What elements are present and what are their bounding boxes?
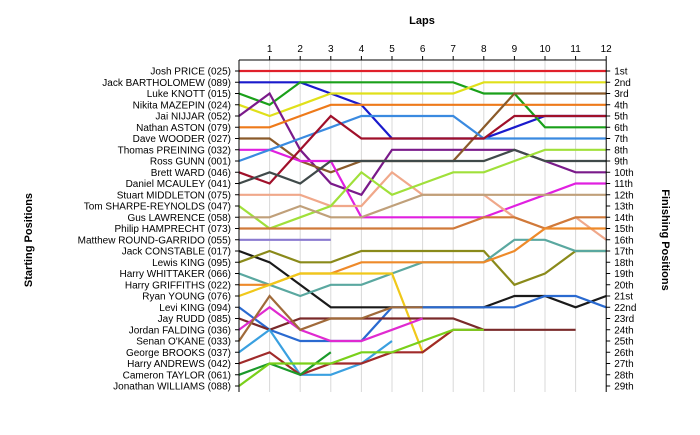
finishing-position-label: 9th — [614, 157, 628, 168]
lap-label: 11 — [570, 44, 581, 55]
lap-label: 8 — [481, 44, 487, 55]
lap-label: 10 — [539, 44, 551, 55]
starting-driver-label: Dave WOODER (027) — [133, 134, 231, 145]
starting-driver-label: Jai NIJJAR (052) — [155, 112, 231, 123]
starting-driver-label: Jordan FALDING (036) — [129, 325, 231, 336]
finishing-position-label: 25th — [614, 337, 633, 348]
series-line-26 — [238, 328, 393, 376]
series-line-10 — [238, 114, 607, 185]
x-axis-title: Laps — [409, 15, 435, 27]
starting-driver-label: Senan O'KANE (033) — [136, 337, 231, 348]
finishing-position-label: 17th — [614, 247, 633, 258]
finishing-position-label: 10th — [614, 168, 633, 179]
finishing-position-label: 21st — [614, 292, 633, 303]
lap-label: 4 — [359, 44, 365, 55]
finishing-position-label: 1st — [614, 67, 628, 78]
finishing-position-label: 5th — [614, 112, 628, 123]
finishing-position-label: 19th — [614, 269, 633, 280]
lap-label: 5 — [389, 44, 395, 55]
series-line-25 — [238, 294, 423, 342]
lap-label: 1 — [267, 44, 273, 55]
lap-label: 3 — [328, 44, 334, 55]
finishing-position-label: 3rd — [614, 89, 628, 100]
lap-label: 7 — [450, 44, 456, 55]
right-axis-title: Finishing Positions — [659, 189, 671, 290]
series-lines — [238, 69, 607, 387]
finishing-position-label: 26th — [614, 348, 633, 359]
finishing-position-label: 4th — [614, 100, 628, 111]
series-line-27 — [238, 328, 484, 377]
series-line-24 — [238, 305, 423, 343]
starting-driver-label: Jack CONSTABLE (017) — [122, 247, 231, 258]
starting-driver-label: Ross GUNN (001) — [150, 157, 231, 168]
starting-driver-label: Philip HAMPRECHT (073) — [114, 224, 231, 235]
starting-driver-label: Stuart MIDDLETON (075) — [117, 190, 231, 201]
starting-driver-label: Jonathan WILLIAMS (088) — [113, 382, 231, 393]
lap-label: 6 — [420, 44, 426, 55]
starting-driver-label: Levi KING (094) — [159, 303, 231, 314]
starting-driver-label: George BROOKS (037) — [126, 348, 231, 359]
series-line-14 — [239, 193, 607, 219]
starting-driver-label: Tom SHARPE-REYNOLDS (047) — [84, 202, 231, 213]
starting-driver-label: Josh PRICE (025) — [150, 67, 231, 78]
series-line-11 — [238, 148, 607, 185]
starting-driver-label: Harry ANDREWS (042) — [127, 359, 231, 370]
finishing-position-label: 22nd — [614, 303, 636, 314]
lap-label: 12 — [601, 44, 613, 55]
finishing-position-label: 23rd — [614, 314, 634, 325]
finishing-position-label: 24th — [614, 325, 633, 336]
starting-driver-label: Lewis KING (095) — [152, 258, 231, 269]
series-line-9 — [238, 114, 607, 163]
left-axis-title: Starting Positions — [23, 193, 35, 287]
starting-driver-labels: Josh PRICE (025)Jack BARTHOLOMEW (089)Lu… — [78, 67, 231, 393]
starting-driver-label: Brett WARD (046) — [151, 168, 231, 179]
starting-driver-label: Thomas PREINING (032) — [118, 145, 231, 156]
finishing-position-label: 8th — [614, 145, 628, 156]
series-line-29 — [238, 328, 484, 387]
starting-driver-label: Gus LAWRENCE (058) — [127, 213, 231, 224]
lap-tick-labels: 1 2 3 4 5 6 7 8 9 10 11 12 — [267, 44, 612, 55]
starting-driver-label: Nikita MAZEPIN (024) — [133, 100, 231, 111]
finishing-position-label: 2nd — [614, 78, 631, 89]
finishing-position-label: 16th — [614, 235, 633, 246]
starting-driver-label: Harry WHITTAKER (066) — [120, 269, 232, 280]
starting-driver-label: Nathan ASTON (079) — [136, 123, 231, 134]
series-line-23 — [238, 317, 576, 331]
lap-label: 9 — [512, 44, 518, 55]
finishing-position-label: 13th — [614, 202, 633, 213]
starting-driver-label: Daniel MCAULEY (041) — [126, 179, 231, 190]
starting-driver-label: Cameron TAYLOR (061) — [123, 370, 231, 381]
finishing-position-label: 11th — [614, 179, 633, 190]
starting-driver-label: Ryan YOUNG (076) — [142, 292, 231, 303]
starting-driver-label: Harry GRIFFITHS (022) — [125, 280, 231, 291]
starting-driver-label: Jay RUDD (085) — [158, 314, 231, 325]
lap-label: 2 — [297, 44, 303, 55]
starting-driver-label: Luke KNOTT (015) — [147, 89, 231, 100]
finishing-position-label: 14th — [614, 213, 633, 224]
finishing-position-label: 28th — [614, 370, 633, 381]
finishing-position-label: 7th — [614, 134, 628, 145]
series-line-21 — [238, 272, 454, 355]
finishing-position-labels: 1st2nd3rd4th5th6th7th8th9th10th11th12th1… — [614, 67, 636, 393]
axes — [235, 56, 611, 392]
series-line-4 — [238, 81, 607, 118]
finishing-position-label: 15th — [614, 224, 633, 235]
series-line-3 — [238, 81, 607, 129]
finishing-position-label: 12th — [614, 190, 633, 201]
finishing-position-label: 20th — [614, 280, 633, 291]
starting-driver-label: Matthew ROUND-GARRIDO (055) — [78, 235, 231, 246]
finishing-position-label: 29th — [614, 382, 633, 393]
series-line-18 — [238, 249, 607, 287]
series-line-13 — [238, 148, 607, 230]
starting-driver-label: Jack BARTHOLOMEW (089) — [102, 78, 231, 89]
series-line-6 — [239, 103, 607, 129]
finishing-position-label: 27th — [614, 359, 633, 370]
finishing-position-label: 6th — [614, 123, 628, 134]
finishing-position-label: 18th — [614, 258, 633, 269]
